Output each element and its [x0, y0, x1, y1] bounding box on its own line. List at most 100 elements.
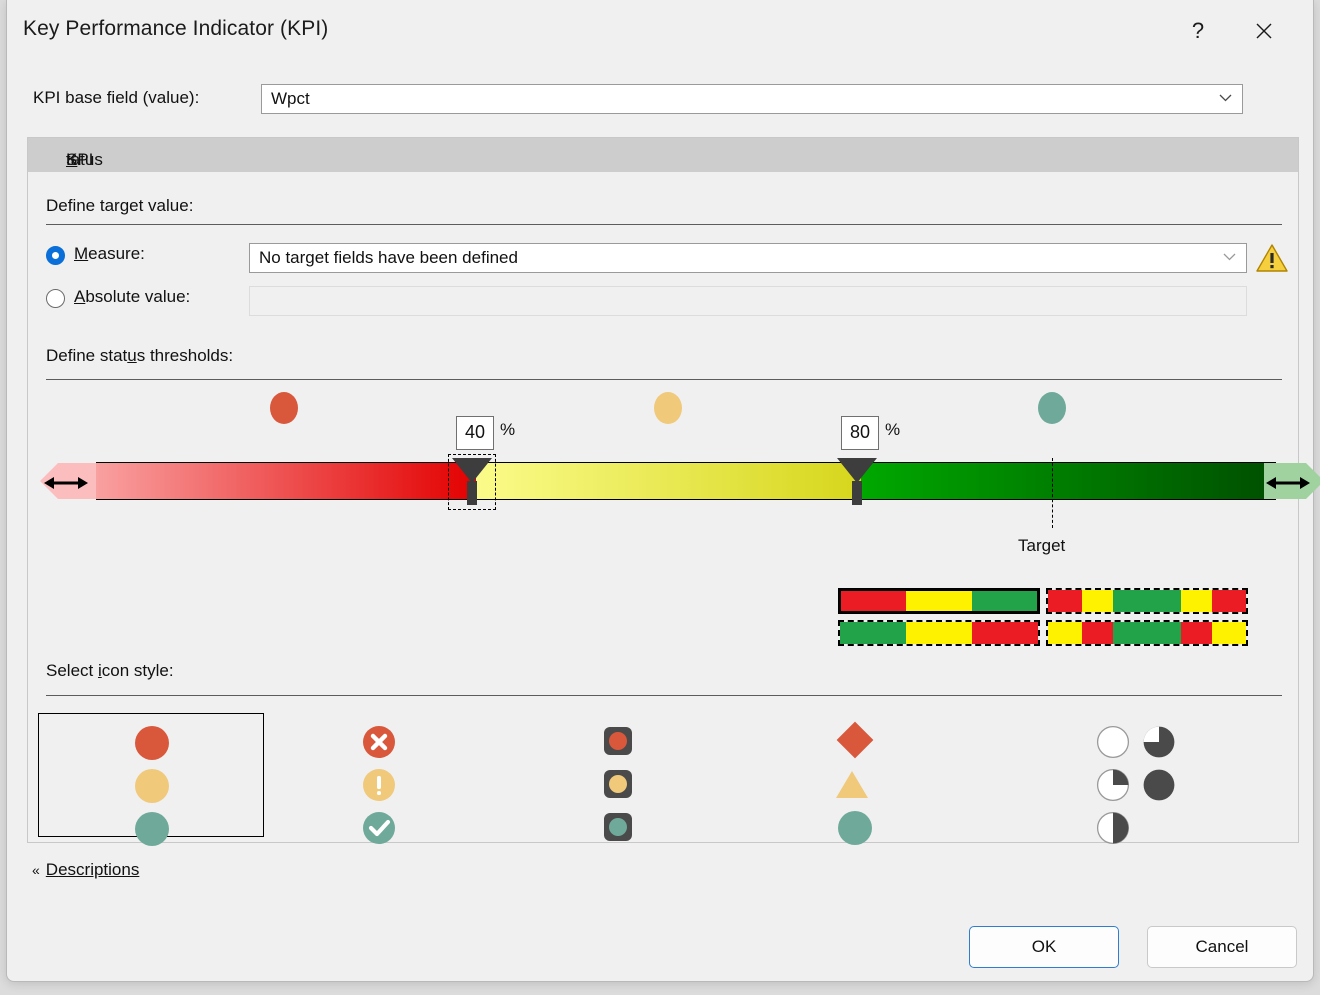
check-circle-green-icon: [363, 812, 395, 844]
chevron-down-icon: [1219, 94, 1232, 102]
define-status-thresholds-rule: [46, 379, 1282, 380]
pie-full-icon: [1143, 769, 1175, 801]
icon-style-shapes[interactable]: [770, 713, 996, 845]
slider-left-cap: [40, 463, 100, 499]
icon-style-rounded-squares[interactable]: [534, 713, 760, 841]
define-target-value-rule: [46, 224, 1282, 225]
color-band: [972, 622, 1038, 644]
triangle-amber-icon: [836, 771, 870, 805]
threshold-low-focus-ring: [448, 454, 496, 510]
color-band: [1048, 622, 1082, 644]
circle-green-icon: [838, 811, 872, 845]
exclamation-circle-amber-icon: [363, 769, 395, 801]
define-target-value-label: Define target value:: [46, 196, 194, 215]
color-band: [1113, 622, 1181, 644]
color-band: [1180, 622, 1213, 644]
square-red-icon: [604, 727, 638, 761]
color-band: [1081, 622, 1114, 644]
select-icon-style-label: Select icon style:: [46, 661, 174, 680]
status-dot-green: [1038, 392, 1066, 424]
descriptions-expander[interactable]: « Descriptions: [32, 860, 139, 880]
pie-empty-icon: [1096, 725, 1130, 759]
absolute-value-radio-row: Absolute value:: [46, 286, 1282, 316]
target-marker-line: [1052, 458, 1053, 528]
close-icon: [1256, 23, 1272, 39]
slider-bottom-rule: [96, 499, 1276, 500]
chevron-up-double-icon: «: [32, 862, 40, 878]
color-band: [840, 622, 907, 644]
base-field-row: KPI base field (value): Wpct: [7, 82, 1313, 118]
chevron-down-icon: [1223, 253, 1236, 261]
slider-segment-red: [96, 463, 476, 499]
threshold-high-value-box[interactable]: 80: [841, 416, 879, 450]
kpi-dialog: Key Performance Indicator (KPI) ? KPI ba…: [6, 0, 1320, 982]
color-band: [906, 622, 973, 644]
threshold-high-stem: [852, 481, 862, 505]
select-icon-style-rule: [46, 695, 1282, 696]
icon-style-circles[interactable]: [38, 713, 264, 846]
resize-arrow-left-icon: [44, 477, 88, 489]
absolute-value-input[interactable]: [249, 286, 1247, 316]
base-field-value: Wpct: [271, 89, 310, 108]
color-order-red-yellow-green[interactable]: [838, 588, 1040, 614]
threshold-low-value-box[interactable]: 40: [456, 416, 494, 450]
color-band: [1081, 590, 1114, 612]
slider-gradient-track: [96, 463, 1276, 499]
threshold-high-unit: %: [885, 420, 901, 439]
color-band: [1212, 622, 1246, 644]
warning-triangle-icon: [1256, 244, 1288, 272]
base-field-label: KPI base field (value):: [33, 88, 200, 107]
icon-style-signs[interactable]: [286, 713, 512, 844]
status-dot-amber: [654, 392, 682, 424]
circle-red-icon: [135, 726, 169, 760]
threshold-high-triangle: [837, 458, 877, 483]
close-button[interactable]: [1241, 8, 1287, 54]
target-marker-label: Target: [1018, 536, 1066, 555]
pie-half-icon: [1096, 811, 1130, 845]
slider-segment-green: [861, 463, 1276, 499]
color-order-red-yellow-green-yellow-red[interactable]: [1046, 588, 1248, 614]
color-band: [971, 591, 1037, 611]
threshold-handle-low[interactable]: [448, 454, 500, 514]
measure-radio[interactable]: [46, 246, 65, 265]
color-band: [841, 591, 907, 611]
icon-style-pie-quarters[interactable]: [1048, 713, 1208, 845]
square-green-icon: [604, 813, 638, 847]
threshold-low-triangle: [452, 458, 492, 483]
measure-radio-row: Measure: No target fields have been defi…: [46, 243, 1288, 273]
pie-quarter-icon: [1096, 768, 1130, 802]
square-amber-icon: [604, 770, 638, 804]
circle-amber-icon: [135, 769, 169, 803]
color-band: [1113, 590, 1181, 612]
measure-target-value: No target fields have been defined: [259, 248, 518, 267]
page-title: Key Performance Indicator (KPI): [23, 17, 329, 40]
threshold-handle-high[interactable]: [837, 458, 885, 514]
define-status-thresholds-label: Define status thresholds:: [46, 346, 234, 365]
color-band: [1212, 590, 1246, 612]
threshold-low-value: 40: [464, 422, 486, 442]
threshold-high-value: 80: [849, 422, 871, 442]
threshold-slider[interactable]: Target 40 % 80 %: [28, 416, 1320, 555]
color-order-yellow-red-green-red-yellow[interactable]: [1046, 620, 1248, 646]
slider-right-cap: [1264, 463, 1320, 499]
help-button[interactable]: ?: [1175, 8, 1221, 54]
slider-segment-yellow: [476, 463, 861, 499]
pie-three-quarter-icon: [1143, 726, 1175, 758]
question-mark-icon: ?: [1191, 18, 1205, 43]
base-field-combo[interactable]: Wpct: [261, 84, 1243, 114]
absolute-value-radio[interactable]: [46, 289, 65, 308]
slider-top-rule: [96, 462, 1276, 463]
absolute-value-label: Absolute value:: [74, 287, 191, 306]
color-band: [1180, 590, 1213, 612]
cancel-button[interactable]: Cancel: [1147, 926, 1297, 968]
color-band: [906, 591, 972, 611]
color-order-green-yellow-red[interactable]: [838, 620, 1040, 646]
ok-button[interactable]: OK: [969, 926, 1119, 968]
threshold-low-unit: %: [500, 420, 516, 439]
measure-target-combo[interactable]: No target fields have been defined: [249, 243, 1247, 273]
circle-green-icon: [135, 812, 169, 846]
color-band: [1048, 590, 1082, 612]
